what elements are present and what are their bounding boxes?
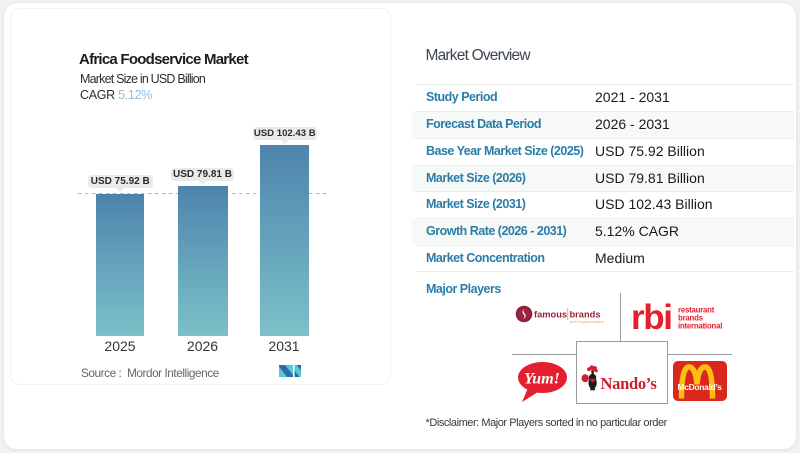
svg-text:McDonald’s: McDonald’s — [677, 382, 722, 392]
svg-text:restaurant: restaurant — [678, 306, 715, 315]
svg-text:brands: brands — [678, 314, 704, 323]
svg-text:Nando’s: Nando’s — [601, 374, 658, 393]
svg-text:rbi: rbi — [631, 298, 672, 333]
svg-text:famous: famous — [534, 309, 567, 319]
svg-text:Yum!: Yum! — [524, 371, 560, 388]
svg-text:you're in good company: you're in good company — [569, 320, 605, 324]
svg-text:brands: brands — [570, 309, 601, 319]
svg-text:international: international — [678, 322, 722, 331]
